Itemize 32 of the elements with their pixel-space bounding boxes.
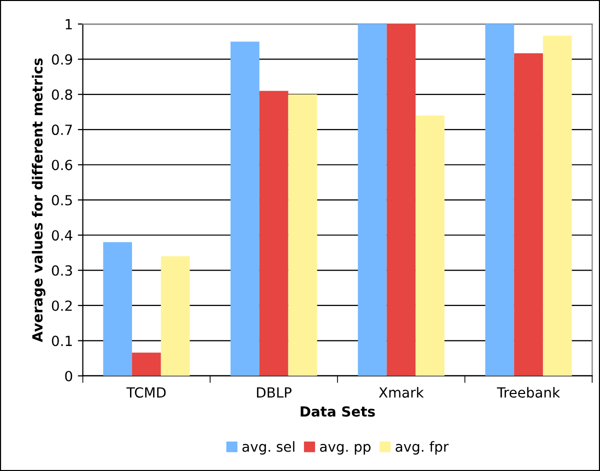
y-tick-label: 0: [65, 370, 72, 382]
y-tick-label: 0.7: [52, 124, 72, 136]
x-tick-label: Xmark: [378, 386, 424, 398]
legend-label: avg. sel: [242, 441, 294, 455]
legend-label: avg. fpr: [396, 441, 449, 455]
y-tick-label: 1: [66, 19, 72, 30]
x-tick-label: Treebank: [496, 386, 560, 398]
bar: [160, 256, 190, 376]
y-tick-label: 0.6: [52, 160, 72, 170]
bar: [103, 242, 132, 376]
y-tick-label: 0.3: [52, 265, 72, 276]
y-tick-label: 0.9: [52, 54, 72, 65]
bar: [132, 352, 161, 376]
bar: [514, 53, 543, 376]
y-axis-title: Average values for different metrics: [32, 58, 46, 342]
y-tick-label: 0.4: [52, 230, 72, 241]
y-tick-label: 0.1: [52, 336, 72, 346]
x-tick-label: DBLP: [257, 387, 292, 398]
bar: [386, 24, 416, 376]
legend-label: avg. pp: [320, 444, 370, 455]
bar: [416, 116, 444, 376]
bar: [485, 24, 514, 376]
x-axis-title: Data Sets: [300, 406, 375, 417]
bar: [230, 42, 260, 376]
y-tick-label: 0.8: [52, 89, 72, 100]
bar: [259, 90, 288, 376]
y-tick-label: 0.5: [52, 194, 72, 206]
bar: [542, 36, 572, 376]
bar: [358, 24, 387, 376]
bar: [288, 94, 318, 376]
x-tick-label: TCMD: [126, 387, 166, 398]
y-tick-label: 0.2: [52, 300, 72, 311]
